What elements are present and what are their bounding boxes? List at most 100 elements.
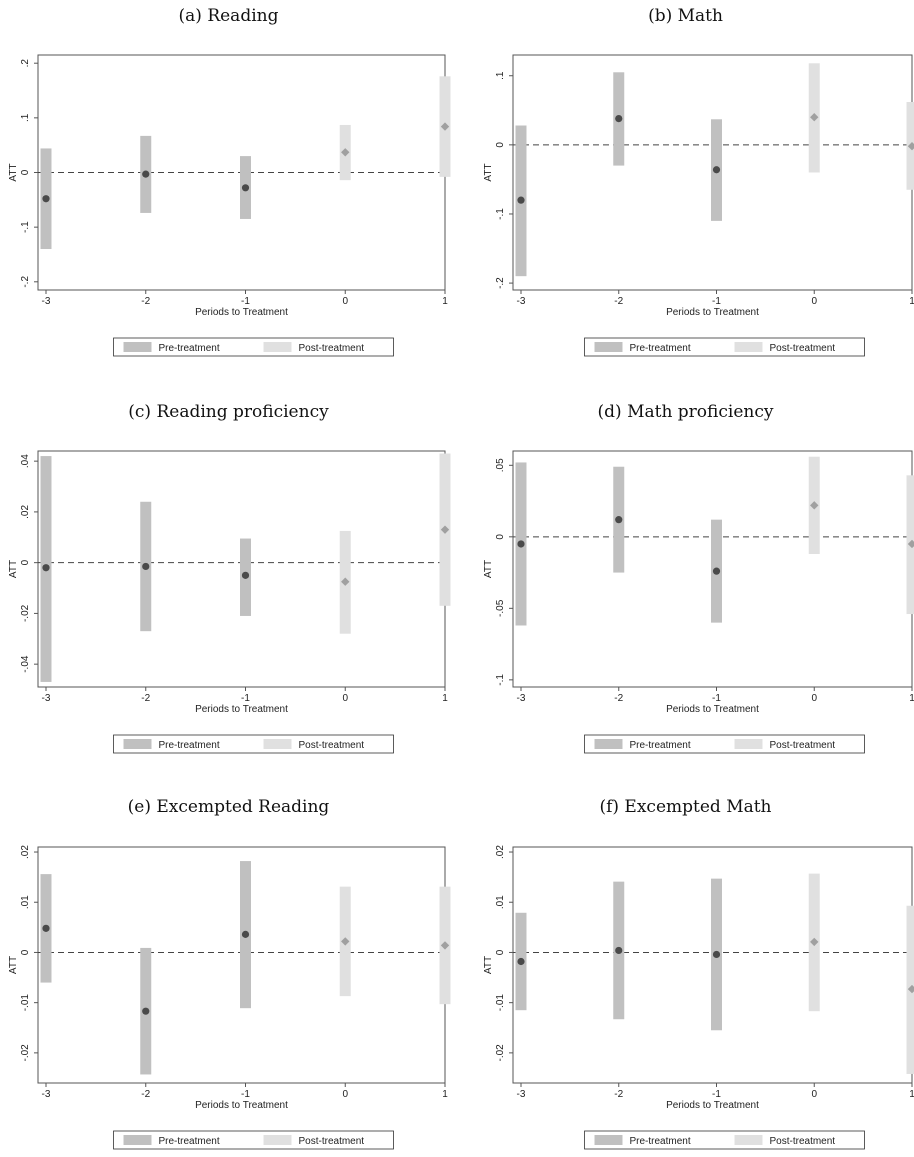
legend-box: [113, 337, 394, 357]
legend: Pre-treatment Post-treatment: [113, 734, 394, 754]
x-tick-label: -3: [42, 296, 51, 307]
y-tick-label: 0: [495, 534, 506, 540]
pre-treatment-point: [241, 930, 250, 938]
y-tick-label: .02: [495, 845, 506, 859]
post-treatment-point: [440, 941, 450, 950]
chart-panel-4: -.02 -.01 0 .01 .02 -3 -2 -1 0 1 Periods to Treatm…: [8, 845, 451, 1150]
x-tick-label: -1: [712, 296, 721, 307]
chart-panel-3: -.1 -.05 0 .05 -3 -2 -1 0 1 Periods to Treatment A…: [483, 450, 914, 754]
legend-swatch-pre: [123, 739, 152, 749]
x-tick-label: -2: [614, 1089, 623, 1100]
panel-title-c: (c) Reading proficiency: [128, 402, 329, 422]
y-tick-label: .04: [20, 454, 31, 468]
pre-treatment-point: [42, 195, 50, 203]
legend-label-pre: Pre-treatment: [630, 343, 691, 354]
x-tick-label: 1: [442, 1089, 448, 1100]
legend-swatch-post: [263, 342, 292, 352]
pre-treatment-point: [142, 562, 150, 571]
post-treatment-point: [440, 525, 450, 534]
post-treatment-point: [440, 122, 450, 131]
legend-label-post: Post-treatment: [770, 1136, 836, 1147]
x-tick-label: -2: [141, 1089, 150, 1100]
pre-treatment-point: [42, 564, 50, 572]
x-axis-title: Periods to Treatment: [666, 704, 759, 715]
legend-swatch-post: [734, 342, 763, 352]
x-axis-title: Periods to Treatment: [195, 1100, 288, 1111]
legend-label-pre: Pre-treatment: [159, 740, 220, 751]
pre-treatment-point: [712, 166, 721, 174]
x-tick-label: 1: [909, 296, 914, 307]
y-axis-title: ATT: [483, 163, 494, 181]
post-treatment-point: [907, 142, 914, 151]
x-tick-label: -1: [712, 693, 721, 704]
x-tick-label: -2: [614, 693, 623, 704]
x-tick-label: -2: [141, 693, 150, 704]
x-tick-label: -3: [42, 693, 51, 704]
pre-treatment-point: [142, 170, 150, 178]
legend-swatch-pre: [594, 739, 623, 749]
chart-panel-5: -.02 -.01 0 .01 .02 -3 -2 -1 0 1 Periods to Treatm…: [483, 845, 914, 1150]
post-treatment-point: [810, 937, 819, 947]
post-treatment-point: [907, 984, 914, 994]
x-axis-title: Periods to Treatment: [195, 307, 288, 318]
legend: Pre-treatment Post-treatment: [584, 337, 865, 357]
legend-label-post: Post-treatment: [299, 740, 365, 751]
pre-treatment-point: [42, 924, 50, 932]
y-tick-label: .1: [495, 71, 506, 80]
post-treatment-point: [907, 539, 914, 549]
chart-panel-1: -.2 -.1 0 .1 -3 -2 -1 0 1 Periods to Treatment ATT…: [483, 54, 914, 357]
y-tick-label: 0: [20, 559, 31, 565]
legend: Pre-treatment Post-treatment: [113, 1130, 394, 1150]
y-tick-label: .02: [20, 845, 31, 859]
legend-swatch-pre: [594, 1135, 623, 1145]
panel-title-a: (a) Reading: [178, 6, 279, 26]
x-tick-label: 1: [909, 693, 914, 704]
y-tick-label: -.02: [20, 1044, 31, 1062]
y-tick-label: -.02: [495, 1044, 506, 1062]
legend: Pre-treatment Post-treatment: [113, 337, 394, 357]
y-tick-label: -.02: [20, 604, 31, 622]
x-tick-label: -1: [712, 1089, 721, 1100]
y-tick-label: -.1: [495, 674, 506, 686]
pre-treatment-point: [712, 567, 721, 575]
x-tick-label: -1: [241, 693, 250, 704]
x-axis-title: Periods to Treatment: [666, 1100, 759, 1111]
y-axis-title: ATT: [8, 163, 19, 181]
post-treatment-point: [341, 937, 350, 946]
pre-treatment-point: [517, 540, 525, 548]
panel-title-e: (e) Excempted Reading: [127, 797, 330, 817]
y-tick-label: -.2: [495, 277, 506, 289]
pre-treatment-point: [615, 516, 623, 524]
legend-label-pre: Pre-treatment: [630, 1136, 691, 1147]
y-tick-label: -.1: [20, 221, 31, 233]
x-tick-label: 0: [342, 296, 348, 307]
x-tick-label: -2: [141, 296, 150, 307]
pre-treatment-point: [712, 950, 721, 959]
legend-swatch-pre: [594, 342, 623, 352]
y-tick-label: 0: [495, 142, 506, 148]
legend-box: [584, 1130, 865, 1150]
pre-treatment-point: [241, 184, 250, 192]
y-tick-label: -.01: [495, 994, 506, 1012]
x-tick-label: -3: [517, 693, 526, 704]
y-tick-label: .2: [20, 59, 31, 68]
x-tick-label: 0: [811, 1089, 817, 1100]
post-treatment-point: [341, 148, 350, 157]
legend: Pre-treatment Post-treatment: [584, 1130, 865, 1150]
legend-label-post: Post-treatment: [299, 1136, 365, 1147]
pre-treatment-point: [241, 571, 250, 579]
y-tick-label: -.01: [20, 994, 31, 1012]
panel-title-d: (d) Math proficiency: [597, 402, 774, 422]
legend-label-pre: Pre-treatment: [159, 1136, 220, 1147]
legend-box: [113, 734, 394, 754]
legend-box: [584, 337, 865, 357]
y-tick-label: -.2: [20, 276, 31, 288]
x-tick-label: 0: [342, 1089, 348, 1100]
x-tick-label: -2: [614, 296, 623, 307]
chart-panel-2: -.04 -.02 0 .02 .04 -3 -2 -1 0 1 Periods to Treatm…: [8, 450, 451, 754]
legend-swatch-post: [734, 1135, 763, 1145]
y-tick-label: .05: [495, 458, 506, 472]
y-tick-label: 0: [20, 169, 31, 175]
chart-panel-0: -.2 -.1 0 .1 .2 -3 -2 -1 0 1 Periods to Treatment A…: [8, 54, 451, 357]
